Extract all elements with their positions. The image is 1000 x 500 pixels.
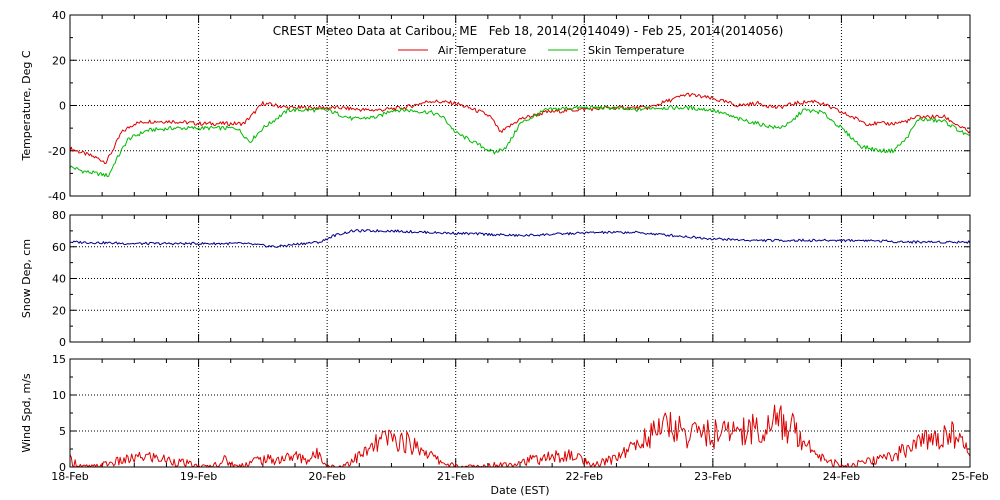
- chart-title: CREST Meteo Data at Caribou, ME Feb 18, …: [273, 24, 784, 38]
- wind-speed-line: [69, 404, 971, 468]
- wind-speed-ytick-label: 10: [52, 389, 66, 402]
- wind-speed-ytick-label: 0: [59, 461, 66, 474]
- temperature-ytick-label: -40: [48, 190, 66, 203]
- snow-depth-line: [69, 229, 971, 248]
- wind-speed-ylabel: Wind Spd, m/s: [20, 373, 33, 453]
- xtick-label: 24-Feb: [823, 470, 860, 483]
- xtick-label: 21-Feb: [437, 470, 474, 483]
- xtick-label: 22-Feb: [566, 470, 603, 483]
- snow-depth-ytick-label: 40: [52, 273, 66, 286]
- temperature-frame: [69, 14, 971, 197]
- snow-depth-ytick-label: 20: [52, 304, 66, 317]
- temperature-ylabel: Temperature, Deg C: [20, 50, 33, 161]
- snow-depth-ytick-label: 60: [52, 241, 66, 254]
- temperature-ytick-label: 20: [52, 54, 66, 67]
- xtick-label: 19-Feb: [180, 470, 217, 483]
- legend-skin-label: Skin Temperature: [588, 44, 685, 57]
- xtick-label: 25-Feb: [951, 470, 988, 483]
- wind-speed-ytick-label: 15: [52, 353, 66, 366]
- snow-depth-ytick-label: 0: [59, 336, 66, 349]
- xtick-label: 18-Feb: [51, 470, 88, 483]
- x-axis-label: Date (EST): [490, 484, 549, 497]
- temperature-ytick-label: -20: [48, 145, 66, 158]
- legend-air-label: Air Temperature: [438, 44, 527, 57]
- temperature-ytick-label: 0: [59, 100, 66, 113]
- snow-depth-frame: [69, 214, 971, 343]
- xtick-label: 23-Feb: [694, 470, 731, 483]
- skin-temperature-line: [69, 105, 971, 178]
- air-temperature-line: [69, 92, 971, 164]
- snow-depth-ylabel: Snow Dep, cm: [20, 239, 33, 318]
- legend: Air Temperature Skin Temperature: [398, 44, 685, 57]
- temperature-ytick-label: 40: [52, 9, 66, 22]
- wind-speed-frame: [69, 358, 971, 468]
- snow-depth-ytick-label: 80: [52, 209, 66, 222]
- xtick-label: 20-Feb: [308, 470, 345, 483]
- wind-speed-ytick-label: 5: [59, 425, 66, 438]
